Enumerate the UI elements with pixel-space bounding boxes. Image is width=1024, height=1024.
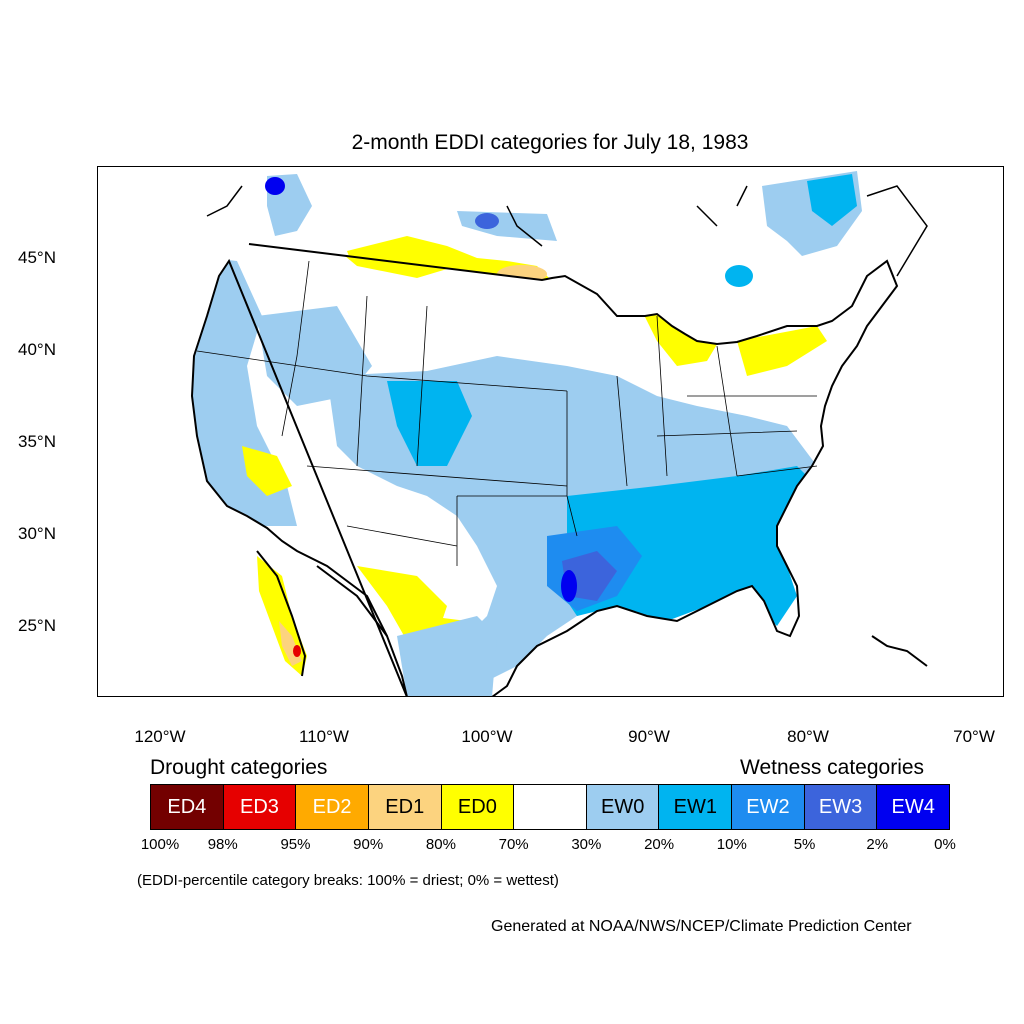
legend-box-ed3: ED3 (223, 785, 297, 829)
canada-wet-spot-1 (265, 177, 285, 195)
legend-break-label: 0% (934, 836, 956, 853)
political-boundaries (190, 185, 928, 697)
legend-box-ew1: EW1 (659, 785, 733, 829)
map-title: 2-month EDDI categories for July 18, 198… (351, 131, 749, 154)
eddi-map (97, 166, 1004, 697)
lat-label-25: 25°N (18, 616, 56, 635)
lat-label-35: 35°N (18, 432, 56, 451)
legend-box-ew0: EW0 (586, 785, 660, 829)
legend-break-label: 100% (140, 836, 180, 853)
lon-label-110: 110°W (299, 727, 349, 746)
lon-label-100: 100°W (461, 727, 513, 746)
colorado-wet (387, 381, 472, 466)
lon-label-70: 70°W (953, 727, 995, 746)
mexico-regions (257, 556, 497, 697)
drought-heading: Drought categories (150, 756, 328, 779)
lon-label-80: 80°W (787, 727, 829, 746)
conus-outline (190, 243, 899, 697)
credit-line: Generated at NOAA/NWS/NCEP/Climate Predi… (491, 918, 912, 935)
wetness-heading: Wetness categories (740, 756, 925, 779)
quebec-wet-spot (725, 265, 753, 287)
legend-box-ew2: EW2 (732, 785, 805, 829)
lon-label-90: 90°W (628, 727, 670, 746)
canada-coastlines (206, 185, 928, 277)
lat-label-45: 45°N (18, 248, 56, 267)
lat-label-40: 40°N (18, 340, 56, 359)
legend-break-label: 98% (207, 836, 238, 853)
canada-wet-spot-2 (475, 213, 499, 229)
legend-break-label: 80% (425, 836, 456, 853)
lat-label-30: 30°N (18, 524, 56, 543)
baja-severe (293, 645, 301, 657)
category-note: (EDDI-percentile category breaks: 100% =… (137, 872, 559, 889)
legend-break-label: 5% (793, 836, 816, 853)
legend-break-label: 20% (644, 836, 675, 853)
map-frame (97, 166, 1004, 697)
canada-wet-east-core (807, 174, 857, 226)
mexico-coast (256, 550, 928, 677)
southwest-dry (357, 566, 447, 641)
legend-box-neutral (514, 785, 587, 829)
legend-box-ed4: ED4 (151, 785, 224, 829)
legend-break-label: 30% (571, 836, 602, 853)
louisiana-extreme (561, 570, 577, 602)
legend-box-ed1: ED1 (368, 785, 442, 829)
legend-break-label: 10% (716, 836, 747, 853)
nevada-dry (242, 446, 292, 496)
legend-box-ed2: ED2 (296, 785, 369, 829)
legend-break-label: 90% (353, 836, 384, 853)
legend-break-label: 70% (498, 836, 529, 853)
lon-label-120: 120°W (134, 727, 186, 746)
category-legend: ED4 ED3 ED2 ED1 ED0 EW0 EW1 EW2 EW3 EW4 (150, 784, 950, 830)
ohio-valley-dry (737, 326, 827, 376)
legend-box-ew3: EW3 (804, 785, 878, 829)
state-lines (196, 260, 818, 566)
legend-break-label: 95% (280, 836, 311, 853)
legend-box-ew4: EW4 (877, 785, 950, 829)
legend-box-ed0: ED0 (441, 785, 515, 829)
mexico-wet (397, 616, 497, 697)
legend-break-label: 2% (866, 836, 889, 853)
